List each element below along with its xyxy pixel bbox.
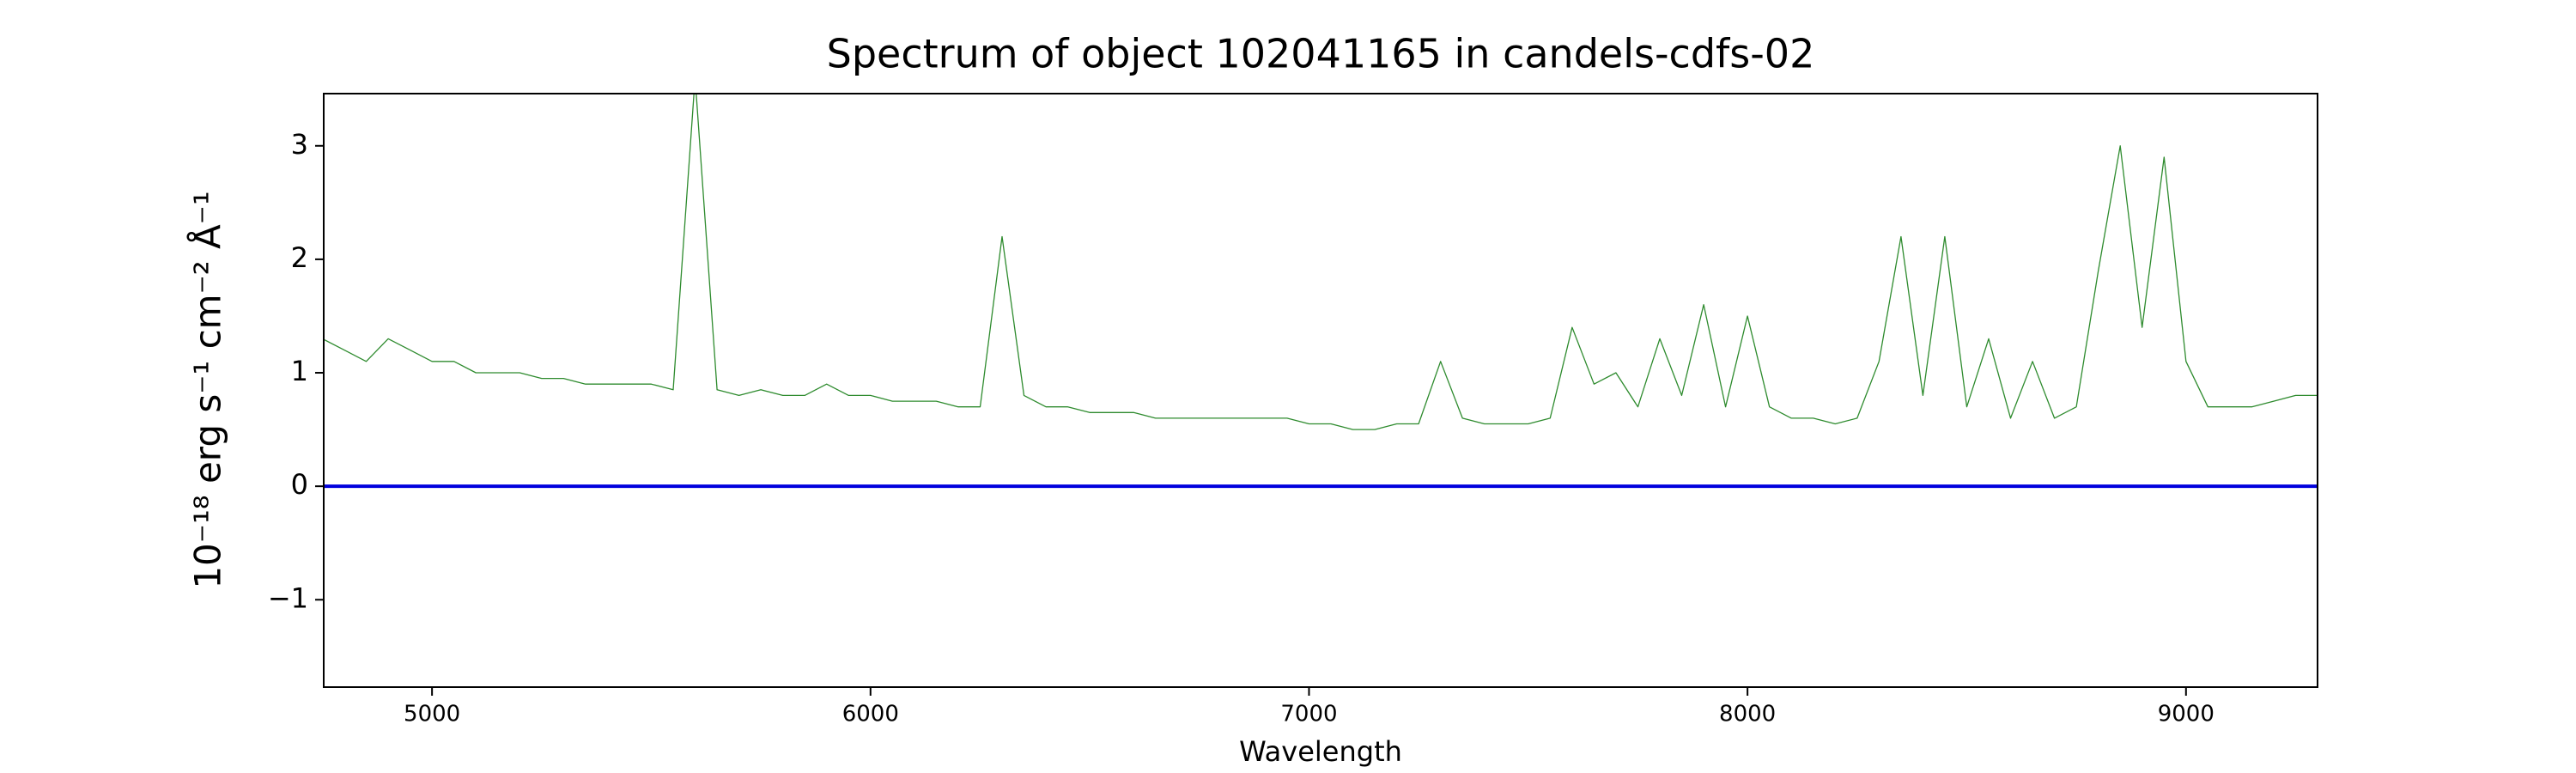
x-tick-label: 5000 — [404, 702, 460, 727]
y-tick-label: 1 — [291, 355, 308, 387]
spectrum-line — [324, 94, 2318, 430]
y-tick-label: −1 — [268, 581, 308, 614]
spectrum-line — [323, 123, 2318, 656]
y-tick-label: 3 — [291, 128, 308, 161]
x-tick-label: 6000 — [842, 702, 899, 727]
x-tick-label: 7000 — [1280, 702, 1337, 727]
x-tick-label: 9000 — [2158, 702, 2215, 727]
y-tick-label: 2 — [291, 241, 308, 274]
y-tick-label: 0 — [291, 468, 308, 501]
x-axis-label: Wavelength — [1239, 735, 1402, 768]
x-tick-label: 8000 — [1719, 702, 1776, 727]
plot-frame — [323, 93, 2318, 688]
plot-area — [323, 94, 2318, 656]
y-axis-label: 10⁻¹⁸ erg s⁻¹ cm⁻² Å⁻¹ — [186, 191, 229, 588]
chart-title: Spectrum of object 102041165 in candels-… — [827, 31, 1815, 77]
